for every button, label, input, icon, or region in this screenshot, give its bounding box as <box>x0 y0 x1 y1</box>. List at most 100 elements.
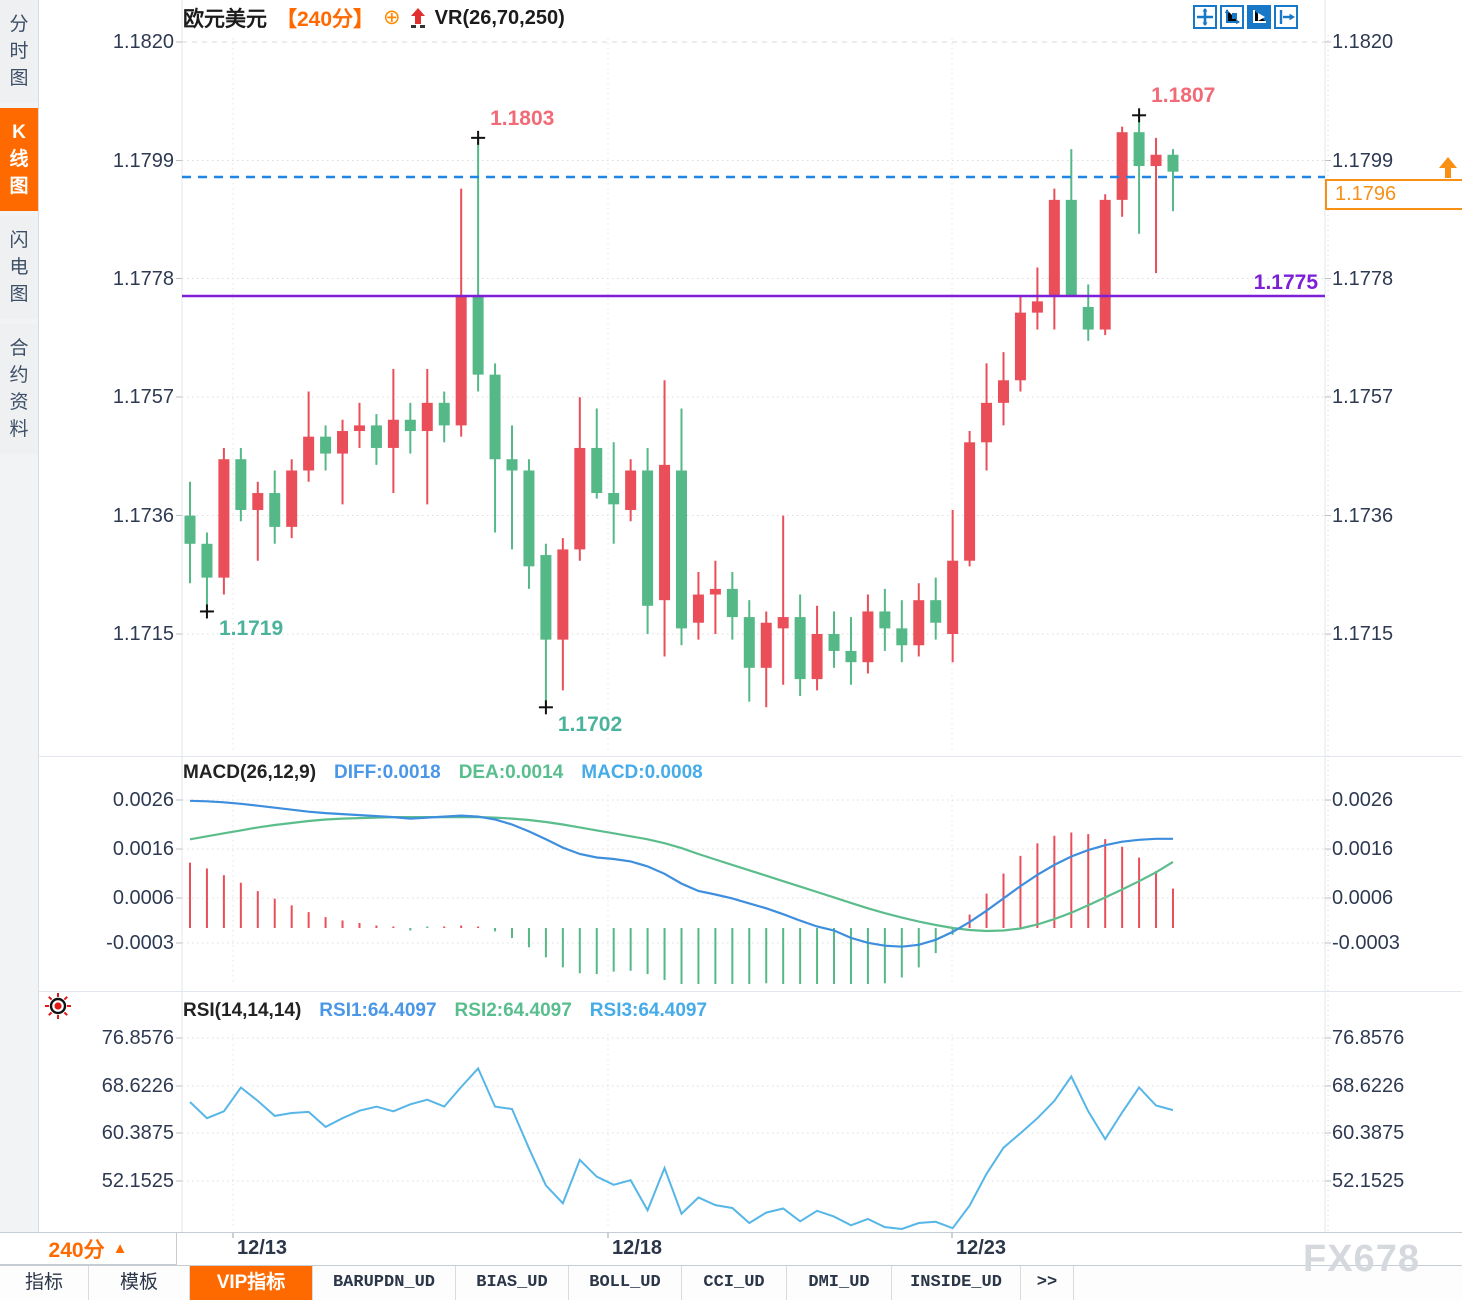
sidebar-tab-闪电图[interactable]: 闪电图 <box>0 216 38 319</box>
candle-54 <box>1099 194 1111 336</box>
candle-2 <box>218 447 230 595</box>
add-indicator-icon[interactable]: ⊕ <box>383 6 401 29</box>
candle-38 <box>828 611 840 668</box>
candle-12 <box>387 369 399 494</box>
candle-24 <box>591 408 603 499</box>
macd-dea-value: DEA:0.0014 <box>458 762 564 783</box>
macd-macd-value: MACD:0.0008 <box>581 762 703 783</box>
period-label[interactable]: 【240分】 <box>276 8 375 31</box>
candle-53 <box>1082 284 1094 341</box>
bottom-tab-模板[interactable]: 模板 <box>89 1266 190 1300</box>
candle-14 <box>421 369 433 505</box>
price-axis-left-tick: 1.1757 <box>112 386 174 408</box>
macd-axis-left-tick: -0.0003 <box>106 932 174 954</box>
price-axis-right-tick: 1.1715 <box>1332 623 1394 645</box>
timeframe-expand-icon: ▲ <box>112 1240 128 1257</box>
candle-33 <box>743 600 755 702</box>
candle-32 <box>726 571 738 640</box>
macd-axis-right-tick: 0.0026 <box>1332 789 1394 811</box>
last-price-tag: 1.1796 <box>1325 179 1462 210</box>
high-annotation: 1.1807 <box>1151 84 1216 108</box>
axis-range-icon[interactable] <box>1220 5 1244 29</box>
candle-36 <box>794 594 806 697</box>
sidebar-tab-合约资料[interactable]: 合约资料 <box>0 324 38 454</box>
candle-29 <box>675 408 687 646</box>
pan-right-icon[interactable] <box>1274 5 1298 29</box>
candle-28 <box>659 380 671 657</box>
high-annotation: 1.1803 <box>490 106 555 130</box>
price-up-arrow-icon <box>1439 157 1457 178</box>
candle-9 <box>337 419 349 505</box>
bottom-tab->>[interactable]: >> <box>1021 1266 1074 1300</box>
bottom-tab-DMI_UD[interactable]: DMI_UD <box>787 1266 892 1300</box>
candle-34 <box>760 611 772 708</box>
candle-43 <box>913 583 925 657</box>
macd-axis-right-tick: 0.0016 <box>1332 838 1394 860</box>
candle-30 <box>692 571 704 640</box>
candle-39 <box>845 617 857 685</box>
rsi-line <box>189 1066 1174 1231</box>
bottom-tab-BOLL_UD[interactable]: BOLL_UD <box>569 1266 682 1300</box>
rsi-axis-right-tick: 60.3875 <box>1332 1122 1405 1144</box>
low-annotation: 1.1719 <box>218 617 284 641</box>
alert-sun-icon[interactable] <box>44 992 72 1020</box>
price-axis-left-tick: 1.1778 <box>112 267 174 290</box>
bottom-tab-INSIDE_UD[interactable]: INSIDE_UD <box>892 1266 1021 1300</box>
candle-18 <box>489 363 501 533</box>
watermark: FX678 <box>1303 1238 1420 1280</box>
candle-15 <box>438 391 450 443</box>
candle-10 <box>353 402 365 448</box>
price-axis-right-tick: 1.1799 <box>1332 149 1394 172</box>
bottom-tab-BARUPDN_UD[interactable]: BARUPDN_UD <box>313 1266 456 1300</box>
axis-play-icon[interactable] <box>1247 5 1271 29</box>
candle-17 <box>472 137 484 392</box>
candle-4 <box>252 481 264 561</box>
candle-49 <box>1014 295 1026 392</box>
candle-45 <box>947 509 959 663</box>
sidebar-tab-分时图[interactable]: 分时图 <box>0 0 38 103</box>
price-axis-left-tick: 1.1736 <box>112 504 174 527</box>
bottom-tab-指标[interactable]: 指标 <box>0 1266 89 1300</box>
rsi1-value: RSI1:64.4097 <box>319 1000 437 1021</box>
macd-title-row: MACD(26,12,9) DIFF:0.0018 DEA:0.0014 MAC… <box>183 762 703 784</box>
low-annotation: 1.1702 <box>557 713 623 737</box>
panel-separator <box>38 991 1462 992</box>
overlay-indicator-label[interactable]: VR(26,70,250) <box>434 6 565 29</box>
rsi-axis-left-tick: 76.8576 <box>101 1027 174 1049</box>
indicator-tab-bar: 指标 模板 VIP指标 BARUPDN_UD BIAS_UD BOLL_UD CCI_UD D… <box>0 1265 1462 1300</box>
bottom-tab-BIAS_UD[interactable]: BIAS_UD <box>456 1266 569 1300</box>
candle-8 <box>320 425 332 471</box>
rsi-axis-left-tick: 52.1525 <box>101 1170 174 1192</box>
candle-40 <box>862 594 874 674</box>
candle-16 <box>455 188 467 437</box>
candle-1 <box>201 532 213 612</box>
price-axis-left-tick: 1.1715 <box>112 623 174 645</box>
macd-layer <box>189 799 1174 984</box>
candle-31 <box>709 560 721 635</box>
crosshair-move-icon[interactable] <box>1193 5 1217 29</box>
candle-11 <box>370 414 382 465</box>
bottom-tab-CCI_UD[interactable]: CCI_UD <box>682 1266 787 1300</box>
rsi-title-row: RSI(14,14,14) RSI1:64.4097 RSI2:64.4097 … <box>183 1000 707 1022</box>
bottom-tab-VIP指标[interactable]: VIP指标 <box>190 1266 313 1300</box>
candle-55 <box>1116 126 1128 217</box>
timeframe-selector[interactable]: 240分 ▲ <box>0 1233 177 1265</box>
candle-51 <box>1048 188 1060 330</box>
candle-22 <box>557 538 569 691</box>
candle-27 <box>642 447 654 635</box>
support-line-label: 1.1775 <box>1253 271 1318 294</box>
price-axis-right-tick: 1.1820 <box>1332 31 1394 53</box>
price-axis-right-tick: 1.1757 <box>1332 386 1394 408</box>
macd-axis-left-tick: 0.0016 <box>112 838 174 860</box>
price-axis-right-tick: 1.1736 <box>1332 504 1394 527</box>
candle-20 <box>523 459 535 589</box>
candle-47 <box>981 363 993 471</box>
candle-44 <box>930 577 942 640</box>
price-axis-right-tick: 1.1778 <box>1332 267 1394 290</box>
rsi-axis-right-tick: 76.8576 <box>1332 1027 1405 1049</box>
macd-axis-left-tick: 0.0006 <box>112 887 174 909</box>
candles-layer <box>184 115 1179 708</box>
